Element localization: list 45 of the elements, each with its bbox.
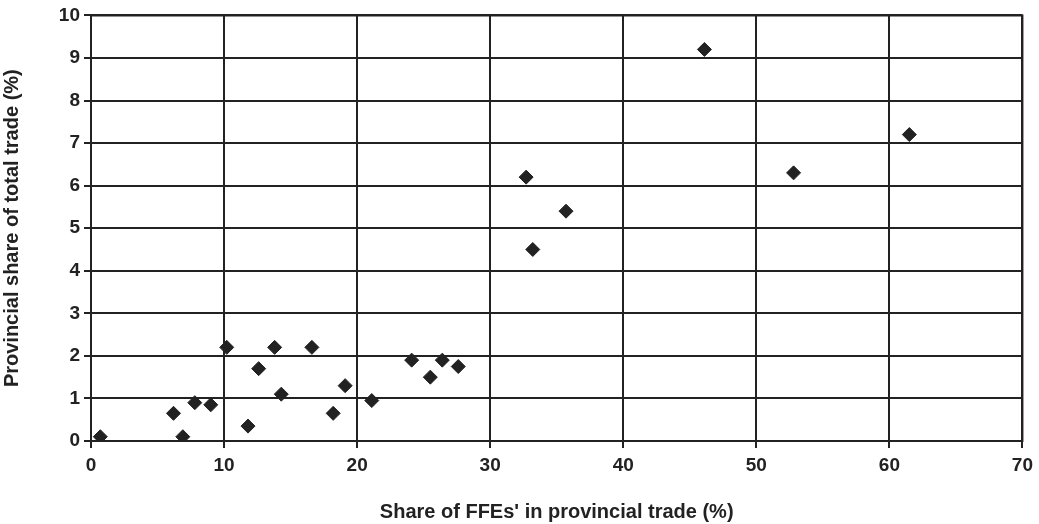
point bbox=[267, 339, 283, 355]
point bbox=[696, 41, 712, 57]
point bbox=[251, 361, 267, 377]
point bbox=[337, 378, 353, 394]
point bbox=[175, 429, 191, 441]
y-tick-label: 9 bbox=[69, 46, 80, 68]
y-axis-title: Provincial share of total trade (%) bbox=[0, 69, 22, 388]
x-tick-label: 10 bbox=[213, 453, 235, 475]
point bbox=[166, 405, 181, 421]
point bbox=[518, 169, 534, 185]
point bbox=[558, 203, 574, 219]
x-tick-label: 40 bbox=[612, 453, 634, 475]
point bbox=[525, 241, 541, 257]
x-tick-label: 0 bbox=[85, 453, 97, 475]
y-tick-label: 5 bbox=[69, 216, 81, 238]
y-tick-label: 0 bbox=[69, 429, 80, 451]
y-tick-label: 6 bbox=[69, 173, 80, 195]
y-tick-label: 1 bbox=[69, 386, 81, 408]
y-tick-label: 8 bbox=[69, 88, 80, 110]
y-tick-label: 4 bbox=[69, 258, 81, 280]
point bbox=[786, 165, 802, 181]
point bbox=[422, 369, 438, 385]
point bbox=[364, 393, 380, 409]
y-tick-label: 10 bbox=[58, 3, 80, 25]
point bbox=[325, 405, 341, 421]
point bbox=[304, 339, 320, 355]
y-tick-label: 2 bbox=[69, 344, 80, 366]
y-tick-label: 3 bbox=[69, 301, 80, 323]
point bbox=[240, 418, 256, 434]
x-tick-label: 70 bbox=[1011, 453, 1033, 475]
x-tick-label: 60 bbox=[878, 453, 900, 475]
x-tick-label: 30 bbox=[479, 453, 501, 475]
point bbox=[187, 395, 203, 411]
point bbox=[92, 429, 108, 441]
point bbox=[434, 352, 450, 368]
point bbox=[404, 352, 420, 368]
point bbox=[450, 359, 466, 375]
point bbox=[203, 397, 219, 413]
x-tick-label: 20 bbox=[346, 453, 368, 475]
y-tick-label: 7 bbox=[69, 131, 80, 153]
x-tick-label: 50 bbox=[745, 453, 767, 475]
point bbox=[219, 339, 235, 355]
point bbox=[273, 386, 289, 402]
point bbox=[901, 127, 917, 143]
x-axis-title: Share of FFEs' in provincial trade (%) bbox=[379, 499, 734, 522]
